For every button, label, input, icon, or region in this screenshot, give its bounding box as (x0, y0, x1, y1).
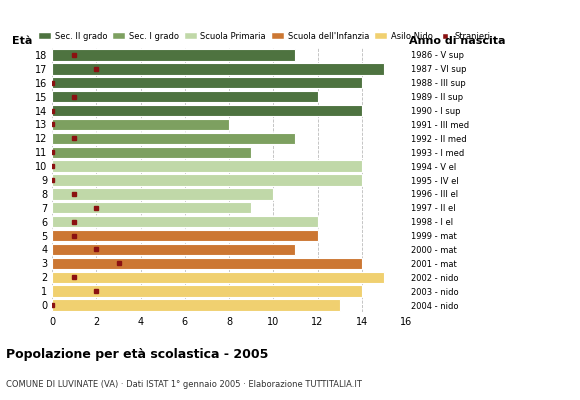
Bar (52, 188, 273, 200)
Bar (52, 49, 295, 61)
Bar (52, 119, 229, 130)
Bar (52, 230, 318, 241)
Bar (52, 146, 251, 158)
Text: Anno di nascita: Anno di nascita (409, 36, 505, 46)
Bar (52, 272, 384, 283)
Bar (52, 244, 295, 255)
Bar (52, 63, 384, 74)
Bar (52, 258, 362, 269)
Bar (52, 160, 362, 172)
Bar (52, 216, 318, 227)
Text: COMUNE DI LUVINATE (VA) · Dati ISTAT 1° gennaio 2005 · Elaborazione TUTTITALIA.I: COMUNE DI LUVINATE (VA) · Dati ISTAT 1° … (6, 380, 362, 389)
Bar (52, 105, 362, 116)
Bar (52, 202, 251, 214)
Text: Età: Età (12, 36, 32, 46)
Bar (52, 286, 362, 297)
Bar (52, 299, 340, 311)
Bar (52, 133, 295, 144)
Text: Popolazione per età scolastica - 2005: Popolazione per età scolastica - 2005 (6, 348, 268, 361)
Bar (52, 77, 362, 88)
Legend: Sec. II grado, Sec. I grado, Scuola Primaria, Scuola dell'Infanzia, Asilo Nido, : Sec. II grado, Sec. I grado, Scuola Prim… (39, 32, 490, 41)
Bar (52, 174, 362, 186)
Bar (52, 91, 318, 102)
